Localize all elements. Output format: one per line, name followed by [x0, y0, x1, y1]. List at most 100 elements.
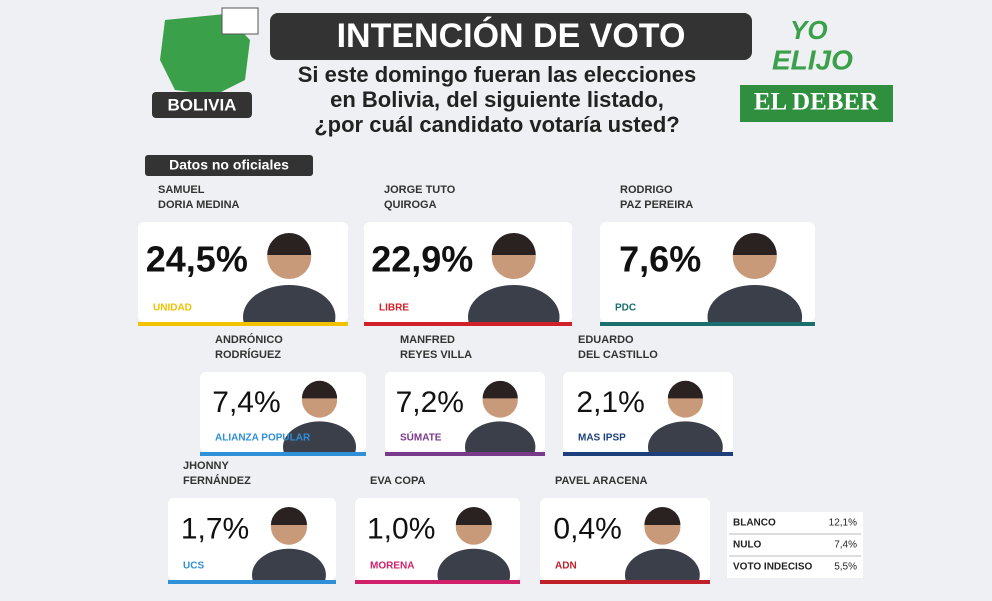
title: INTENCIÓN DE VOTO	[337, 17, 686, 55]
photo	[437, 507, 511, 580]
candidate-card: MANFRED REYES VILLA 7,2% SÚMATE	[385, 334, 545, 456]
others-box	[727, 512, 863, 578]
badge: BOLIVIA	[168, 95, 237, 114]
candidate-name: SAMUEL	[158, 184, 205, 196]
candidate-name: QUIROGA	[384, 199, 437, 211]
party: MORENA	[370, 561, 414, 572]
candidate-name: REYES VILLA	[400, 349, 472, 361]
photo-body	[243, 285, 336, 322]
candidate-card: ANDRÓNICO RODRÍGUEZ 7,4% ALIANZA POPULAR	[200, 333, 366, 456]
party-bar	[364, 322, 572, 326]
candidate-name: RODRÍGUEZ	[215, 348, 281, 361]
candidate-name: FERNÁNDEZ	[183, 474, 251, 487]
photo-hair	[301, 380, 338, 399]
party-bar	[355, 580, 520, 584]
photo-body	[437, 548, 511, 580]
photo	[625, 507, 700, 580]
candidate-name: RODRIGO	[620, 184, 673, 196]
party: SÚMATE	[400, 431, 442, 444]
cards: SAMUEL DORIA MEDINA 24,5% UNIDAD JORGE TUTO Q…	[138, 184, 815, 584]
candidate-card: PAVEL ARACENA 0,4% ADN	[540, 475, 710, 584]
party-bar	[200, 452, 366, 456]
question: Si este domingo fueran las elecciones	[298, 62, 697, 87]
photo	[707, 233, 803, 322]
photo-hair	[732, 233, 777, 255]
candidate-percent: 1,7%	[181, 513, 249, 546]
photo-body	[252, 548, 326, 580]
photo	[243, 233, 336, 322]
candidate-percent: 24,5%	[146, 239, 248, 280]
party-bar	[600, 322, 815, 326]
candidate-percent: 22,9%	[371, 239, 473, 280]
candidate-percent: 7,2%	[396, 386, 464, 419]
photo-body	[283, 421, 357, 452]
party: UCS	[183, 561, 204, 572]
question: ¿por cuál candidato votaría usted?	[314, 112, 680, 137]
note: Datos no oficiales	[169, 157, 289, 173]
candidate-card: EDUARDO DEL CASTILLO 2,1% MAS IPSP	[563, 334, 733, 456]
photo	[465, 380, 536, 452]
ballot-box	[221, 7, 259, 35]
brand: YO	[790, 15, 828, 45]
others-label: BLANCO	[733, 518, 776, 529]
candidate-name: JHONNY	[183, 460, 230, 472]
photo	[252, 507, 326, 580]
candidate-card: JHONNY FERNÁNDEZ 1,7% UCS	[168, 460, 336, 584]
badge-box	[152, 92, 252, 118]
photo-body	[468, 285, 560, 322]
photo-hair	[270, 507, 307, 526]
party: MAS IPSP	[578, 433, 626, 444]
candidate-percent: 7,4%	[212, 386, 280, 419]
photo-body	[625, 548, 700, 580]
photo	[648, 380, 723, 452]
candidate-name: PAVEL ARACENA	[555, 475, 648, 487]
photo-hair	[482, 380, 518, 399]
party: ALIANZA POPULAR	[215, 433, 311, 444]
candidate-card: JORGE TUTO QUIROGA 22,9% LIBRE	[364, 184, 572, 326]
candidate-card: SAMUEL DORIA MEDINA 24,5% UNIDAD	[138, 184, 348, 326]
others-value: 12,1%	[829, 518, 857, 529]
photo-body	[465, 421, 536, 452]
candidate-name: DORIA MEDINA	[158, 199, 240, 211]
others-value: 7,4%	[834, 540, 857, 551]
party: ADN	[555, 561, 577, 572]
party: UNIDAD	[153, 303, 192, 314]
question: en Bolivia, del siguiente listado,	[330, 87, 664, 112]
photo-hair	[455, 507, 492, 526]
title-box	[270, 13, 752, 60]
photo-hair	[491, 233, 536, 255]
candidate-name: PAZ PEREIRA	[620, 199, 693, 211]
party-bar	[540, 580, 710, 584]
candidate-name: MANFRED	[400, 334, 455, 346]
candidate-percent: 0,4%	[553, 513, 621, 546]
party-bar	[168, 580, 336, 584]
candidate-percent: 1,0%	[367, 513, 435, 546]
candidate-name: EDUARDO	[578, 334, 634, 346]
candidate-name: EVA COPA	[370, 475, 425, 487]
publisher: EL DEBER	[754, 89, 879, 116]
candidate-percent: 2,1%	[576, 386, 644, 419]
party: PDC	[615, 303, 636, 314]
photo-hair	[667, 380, 703, 399]
photo	[468, 233, 560, 322]
photo-hair	[644, 507, 681, 526]
candidate-percent: 7,6%	[619, 239, 701, 280]
photo	[283, 380, 357, 452]
publisher-box	[740, 85, 893, 122]
candidate-card: RODRIGO PAZ PEREIRA 7,6% PDC	[600, 184, 815, 326]
party-bar	[563, 452, 733, 456]
party: LIBRE	[379, 303, 409, 314]
party-bar	[385, 452, 545, 456]
others-label: VOTO INDECISO	[733, 562, 812, 573]
others-table: BLANCO 12,1% NULO 7,4% VOTO INDECISO 5,5%	[727, 512, 863, 578]
candidate-name: DEL CASTILLO	[578, 349, 658, 361]
note-box	[145, 155, 313, 176]
others-label: NULO	[733, 540, 762, 551]
party-bar	[138, 322, 348, 326]
photo-body	[707, 285, 803, 322]
photo-hair	[267, 233, 312, 255]
candidate-name: ANDRÓNICO	[215, 333, 283, 346]
candidate-name: JORGE TUTO	[384, 184, 456, 196]
others-value: 5,5%	[834, 562, 857, 573]
